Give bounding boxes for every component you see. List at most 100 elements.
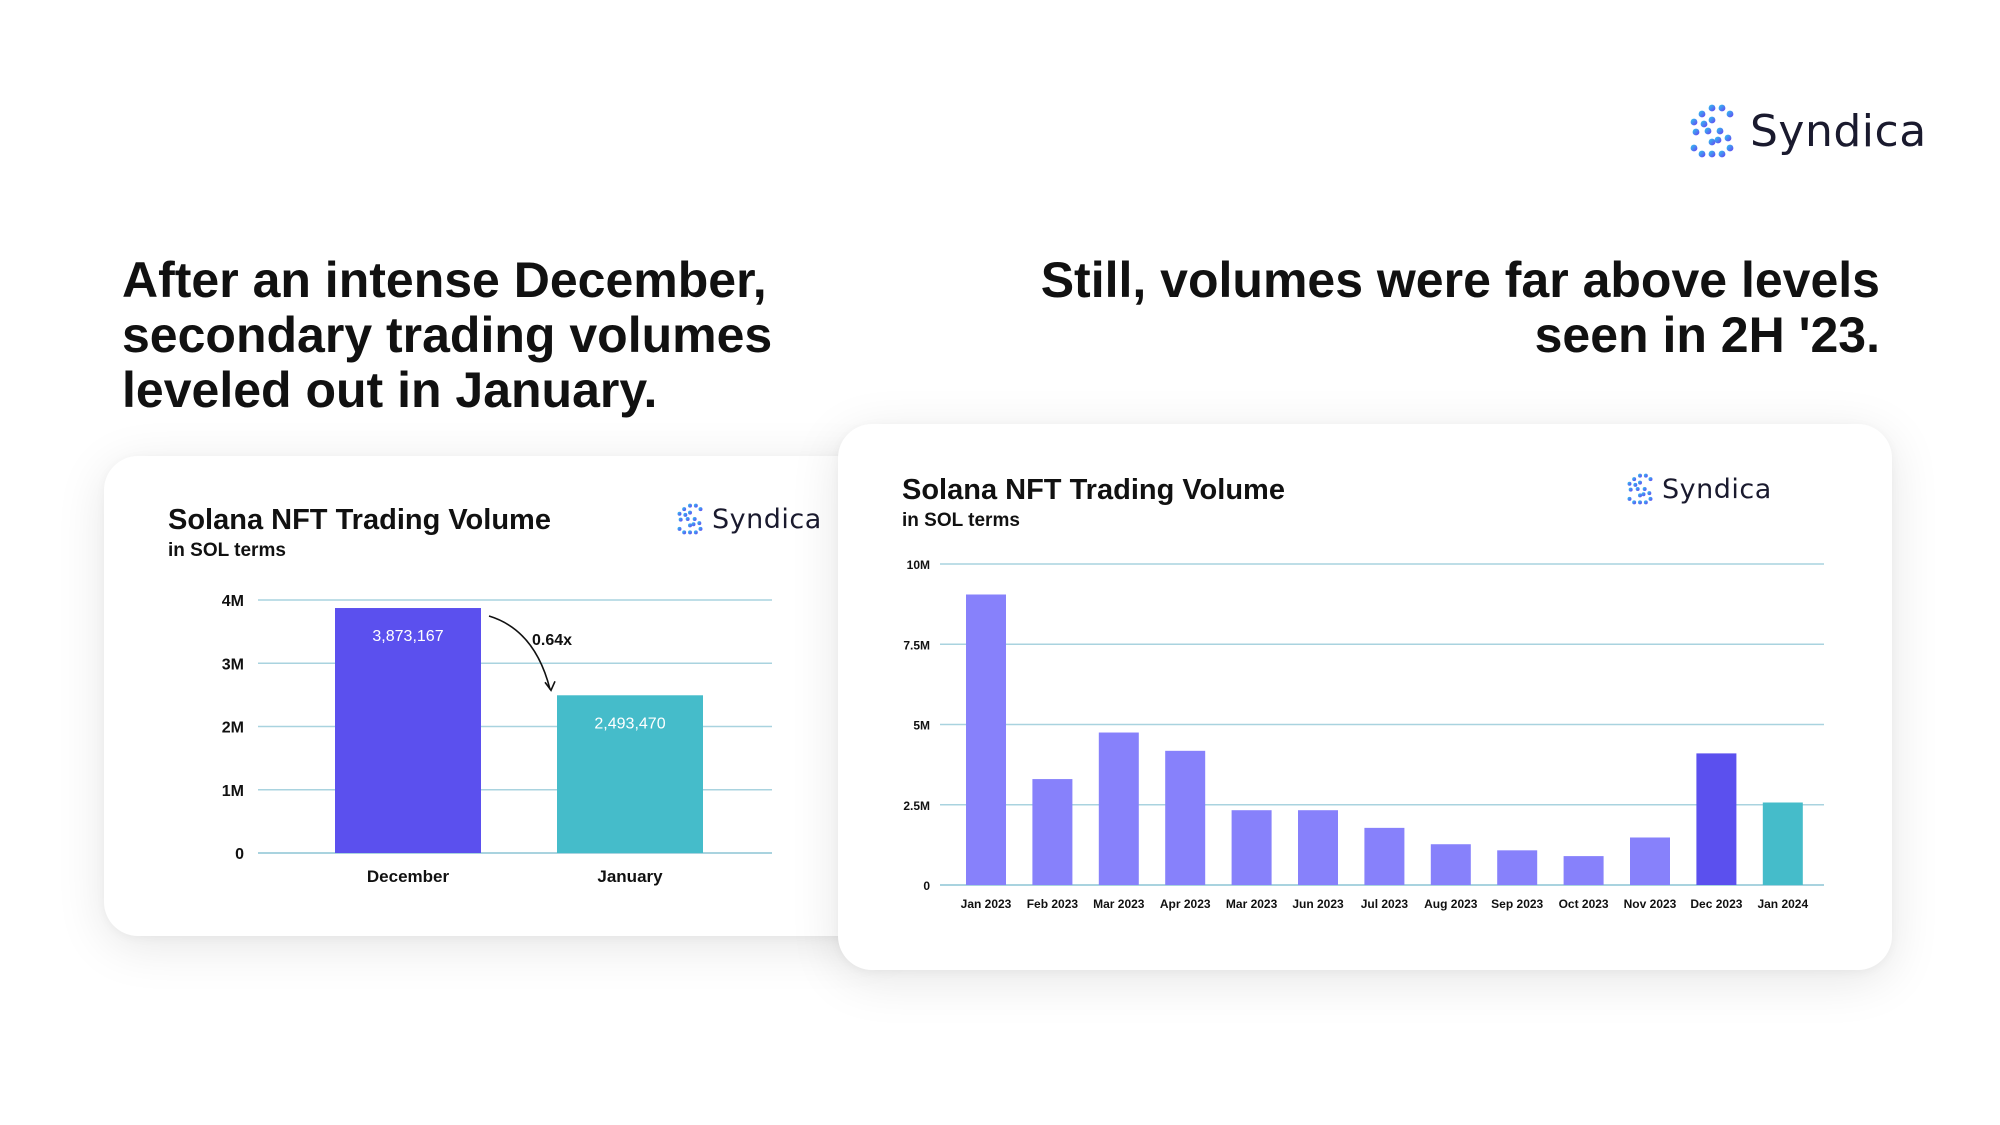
logo-dot — [688, 503, 692, 508]
logo-dot — [693, 530, 698, 535]
logo-dot — [1627, 481, 1632, 486]
logo-dot — [1643, 500, 1648, 505]
logo-dot — [1643, 473, 1648, 478]
x-tick-label: Sep 2023 — [1491, 897, 1543, 911]
bar — [966, 594, 1006, 885]
logo-dot — [1648, 496, 1653, 501]
syndica-logo-text: Syndica — [712, 503, 822, 535]
chart-title: Solana NFT Trading Volume — [168, 504, 551, 536]
bar — [335, 608, 481, 853]
bar — [557, 695, 703, 853]
logo-dot — [1708, 104, 1716, 112]
logo-dot — [1718, 104, 1726, 112]
logo-dot — [1627, 496, 1632, 501]
bar — [1430, 844, 1471, 885]
y-tick-label: 0 — [923, 879, 930, 893]
y-tick-label: 4M — [222, 593, 244, 610]
logo-dot — [692, 517, 697, 521]
x-tick-label: Jan 2024 — [1757, 897, 1808, 911]
logo-dot — [1632, 500, 1637, 505]
logo-dot — [1704, 127, 1712, 135]
logo-dot — [1698, 110, 1706, 118]
x-tick-label: Feb 2023 — [1027, 897, 1079, 911]
y-tick-label: 1M — [222, 783, 244, 800]
logo-dot — [688, 523, 692, 528]
syndica-logo-text: Syndica — [1662, 473, 1772, 505]
logo-dot — [1708, 150, 1716, 158]
monthly-volume-chart: 0 2.5M 5M 7.5M 10M Jan 2023 Feb 2023 Mar 2023 Ap… — [903, 558, 1824, 911]
x-tick-label: Mar 2023 — [1226, 897, 1278, 911]
syndica-logo: Syndica — [1626, 472, 1772, 506]
bar — [1762, 802, 1803, 885]
logo-dot — [1692, 128, 1700, 136]
logo-dot — [1726, 110, 1734, 118]
logo-dot — [1726, 144, 1734, 152]
y-tick-label: 5M — [913, 719, 930, 733]
bar — [1563, 856, 1604, 885]
logo-dot — [1638, 493, 1642, 498]
x-tick-label: Aug 2023 — [1424, 897, 1478, 911]
x-tick-label: Nov 2023 — [1624, 897, 1677, 911]
logo-dot — [1648, 477, 1653, 482]
chart-subtitle: in SOL terms — [902, 510, 1020, 531]
logo-dot — [677, 526, 682, 531]
logo-dot — [1716, 127, 1724, 135]
headline-left: After an intense December, secondary tra… — [122, 253, 802, 418]
logo-dot — [691, 522, 696, 527]
ratio-arrow — [488, 615, 551, 690]
x-tick-label: Oct 2023 — [1559, 897, 1609, 911]
y-tick-label: 3M — [222, 656, 244, 673]
bar — [1696, 753, 1737, 885]
bar — [1032, 779, 1073, 885]
logo-dot — [693, 503, 698, 508]
logo-dot — [698, 507, 703, 512]
logo-dot — [1700, 120, 1708, 128]
bar — [1231, 810, 1272, 885]
logo-dot — [1638, 500, 1642, 505]
x-tick-label: Jun 2023 — [1292, 897, 1344, 911]
bar-value-label: 2,493,470 — [594, 715, 665, 732]
bar — [1497, 850, 1538, 885]
logo-dot — [682, 530, 687, 535]
ratio-annotation: 0.64x — [532, 632, 572, 649]
logo-dot — [1642, 487, 1647, 491]
headline-right-line: seen in 2H '23. — [1534, 307, 1880, 363]
x-tick-label: Dec 2023 — [1690, 897, 1742, 911]
y-tick-label: 7.5M — [903, 638, 930, 652]
logo-dot — [1638, 473, 1642, 478]
logo-dot — [1632, 477, 1637, 482]
logo-dot — [685, 517, 690, 521]
x-tick-label: Apr 2023 — [1160, 897, 1211, 911]
y-tick-label: 0 — [235, 846, 244, 863]
bar — [1364, 827, 1405, 885]
logo-dot — [683, 512, 688, 517]
x-tick-label: Jan 2023 — [961, 897, 1012, 911]
headline-left-line: leveled out in January. — [122, 362, 658, 418]
headline-right-line: Still, volumes were far above levels — [1040, 252, 1880, 308]
x-tick-label: Jul 2023 — [1361, 897, 1409, 911]
logo-dot — [688, 530, 692, 535]
logo-dot — [688, 510, 692, 515]
logo-dot — [1724, 134, 1732, 142]
logo-dot — [1708, 138, 1716, 146]
x-tick-label: Mar 2023 — [1093, 897, 1145, 911]
logo-dot — [1714, 136, 1722, 144]
syndica-logo: Syndica — [676, 502, 822, 536]
logo-dot — [698, 526, 703, 531]
logo-dot — [1718, 150, 1726, 158]
chart-title: Solana NFT Trading Volume — [902, 474, 1285, 506]
chart-card-monthly: Solana NFT Trading Volume in SOL terms S… — [838, 424, 1892, 970]
logo-dot — [1641, 492, 1646, 497]
syndica-logo-icon — [1627, 473, 1653, 505]
syndica-logo: Syndica — [1688, 102, 1927, 160]
logo-dot — [1690, 144, 1698, 152]
headline-right: Still, volumes were far above levels see… — [1020, 253, 1880, 363]
y-tick-label: 2M — [222, 720, 244, 737]
ratio-arrow-head — [544, 680, 556, 692]
logo-dot — [1628, 487, 1633, 492]
logo-dot — [678, 517, 683, 522]
bar — [1630, 837, 1670, 885]
headline-left-line: After an intense December, — [122, 252, 767, 308]
bar — [1098, 732, 1139, 885]
logo-dot — [682, 507, 687, 512]
